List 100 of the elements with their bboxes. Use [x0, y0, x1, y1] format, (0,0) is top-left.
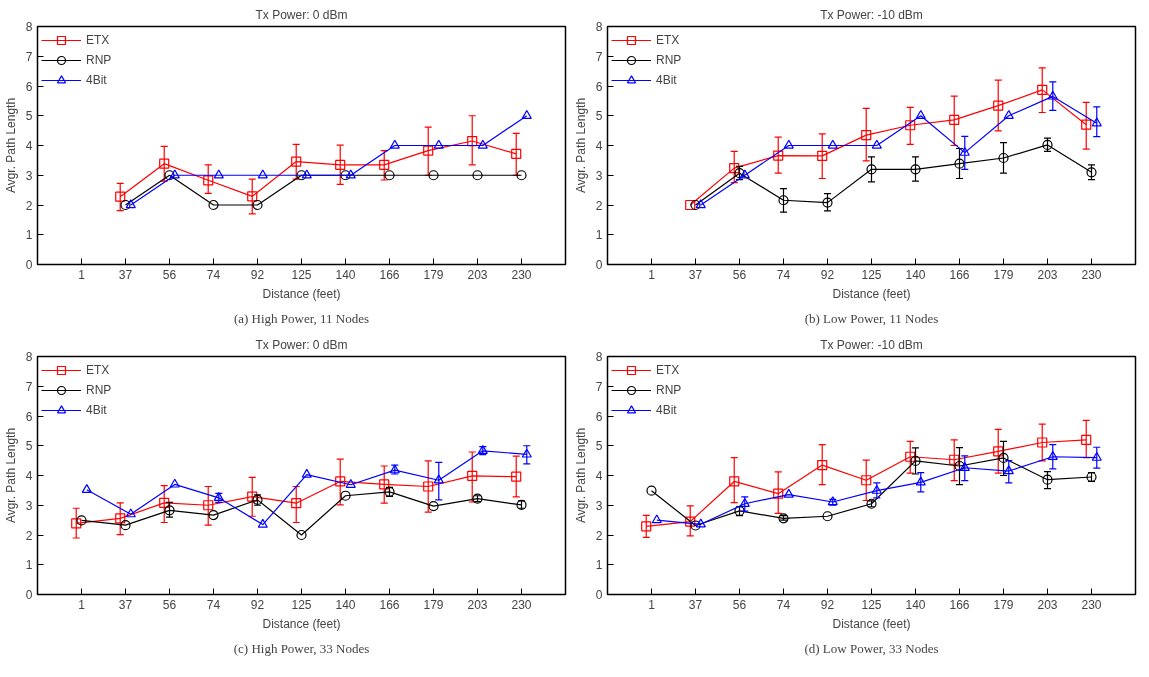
x-tick-label: 230 [511, 597, 532, 612]
y-tick-label: 2 [25, 528, 33, 543]
x-tick-label: 74 [206, 597, 221, 612]
x-tick-label: 166 [379, 597, 400, 612]
x-tick-label: 230 [1081, 597, 1102, 612]
y-axis-title: Avgr. Path Length [3, 97, 18, 194]
x-tick-label: 56 [732, 267, 747, 282]
x-tick-label: 179 [423, 267, 444, 282]
x-tick-label: 166 [949, 597, 970, 612]
x-tick-label: 92 [250, 597, 265, 612]
y-tick-label: 6 [595, 79, 603, 94]
x-tick-label: 92 [820, 267, 835, 282]
x-tick-label: 179 [423, 597, 444, 612]
y-tick-label: 4 [595, 469, 603, 483]
y-tick-label: 3 [595, 168, 603, 183]
y-tick-label: 1 [595, 558, 603, 573]
legend-label: ETX [86, 363, 110, 377]
text: (c) High Power, 33 Nodes [233, 640, 370, 656]
y-tick-label: 1 [25, 558, 33, 573]
text: (a) High Power, 11 Nodes [233, 310, 370, 326]
x-tick-label: 166 [379, 267, 400, 282]
x-tick-label: 74 [206, 267, 221, 282]
y-tick-label: 4 [595, 139, 603, 153]
x-tick-label: 125 [861, 267, 882, 282]
y-tick-label: 6 [25, 79, 33, 94]
x-tick-label: 125 [861, 597, 882, 612]
legend-label: ETX [656, 363, 680, 377]
y-tick-label: 4 [25, 469, 33, 483]
legend-label: 4Bit [656, 403, 677, 417]
chart-title: Tx Power: 0 dBm [255, 7, 348, 22]
x-axis-title: Distance (feet) [262, 286, 341, 301]
y-tick-label: 8 [595, 350, 603, 364]
y-tick-label: 1 [25, 228, 33, 243]
y-tick-label: 7 [595, 379, 603, 394]
x-tick-label: 37 [688, 597, 703, 612]
x-tick-label: 125 [291, 267, 312, 282]
chart-title: Tx Power: -10 dBm [820, 337, 923, 352]
y-tick-label: 3 [595, 498, 603, 513]
y-tick-label: 5 [595, 439, 603, 454]
x-tick-label: 203 [1037, 597, 1058, 612]
y-tick-label: 0 [595, 588, 603, 602]
legend-label: RNP [86, 383, 112, 397]
y-tick-label: 2 [595, 528, 603, 543]
x-tick-label: 230 [1081, 267, 1102, 282]
y-tick-label: 6 [595, 409, 603, 424]
y-tick-label: 2 [25, 198, 33, 213]
x-tick-label: 56 [732, 597, 747, 612]
x-tick-label: 92 [820, 597, 835, 612]
x-axis-title: Distance (feet) [832, 616, 911, 631]
y-tick-label: 3 [25, 498, 33, 513]
text: (b) Low Power, 11 Nodes [804, 310, 939, 326]
y-tick-label: 8 [25, 20, 33, 34]
x-tick-label: 203 [1037, 267, 1058, 282]
legend-label: ETX [86, 33, 110, 47]
x-tick-label: 56 [162, 267, 177, 282]
y-tick-label: 3 [25, 168, 33, 183]
x-tick-label: 74 [776, 267, 791, 282]
y-tick-label: 2 [595, 198, 603, 213]
x-tick-label: 1 [78, 267, 86, 282]
text: (d) Low Power, 33 Nodes [804, 640, 939, 656]
x-axis-title: Distance (feet) [832, 286, 911, 301]
x-tick-label: 37 [688, 267, 703, 282]
x-tick-label: 179 [993, 267, 1014, 282]
x-tick-label: 37 [118, 597, 133, 612]
legend-label: RNP [86, 53, 112, 67]
legend-label: 4Bit [86, 403, 107, 417]
x-tick-label: 56 [162, 597, 177, 612]
y-tick-label: 5 [25, 439, 33, 454]
x-tick-label: 203 [467, 597, 488, 612]
x-tick-label: 37 [118, 267, 133, 282]
y-tick-label: 7 [25, 49, 33, 64]
x-axis-title: Distance (feet) [262, 616, 341, 631]
x-tick-label: 140 [905, 267, 926, 282]
legend-label: ETX [656, 33, 680, 47]
x-tick-label: 74 [776, 597, 791, 612]
y-tick-label: 8 [595, 20, 603, 34]
y-axis-title: Avgr. Path Length [573, 427, 588, 524]
y-tick-label: 5 [25, 109, 33, 124]
x-tick-label: 230 [511, 267, 532, 282]
x-tick-label: 125 [291, 597, 312, 612]
legend-label: RNP [656, 383, 682, 397]
legend-label: RNP [656, 53, 682, 67]
x-tick-label: 140 [335, 597, 356, 612]
y-tick-label: 8 [25, 350, 33, 364]
y-tick-label: 0 [25, 588, 33, 602]
x-tick-label: 1 [648, 597, 656, 612]
x-tick-label: 1 [648, 267, 656, 282]
x-tick-label: 1 [78, 597, 86, 612]
y-axis-title: Avgr. Path Length [3, 427, 18, 524]
x-tick-label: 203 [467, 267, 488, 282]
x-tick-label: 140 [335, 267, 356, 282]
legend-label: 4Bit [86, 73, 107, 87]
y-tick-label: 4 [25, 139, 33, 153]
x-tick-label: 179 [993, 597, 1014, 612]
chart-title: Tx Power: -10 dBm [820, 7, 923, 22]
legend-label: 4Bit [656, 73, 677, 87]
x-tick-label: 166 [949, 267, 970, 282]
y-axis-title: Avgr. Path Length [573, 97, 588, 194]
y-tick-label: 7 [25, 379, 33, 394]
y-tick-label: 6 [25, 409, 33, 424]
